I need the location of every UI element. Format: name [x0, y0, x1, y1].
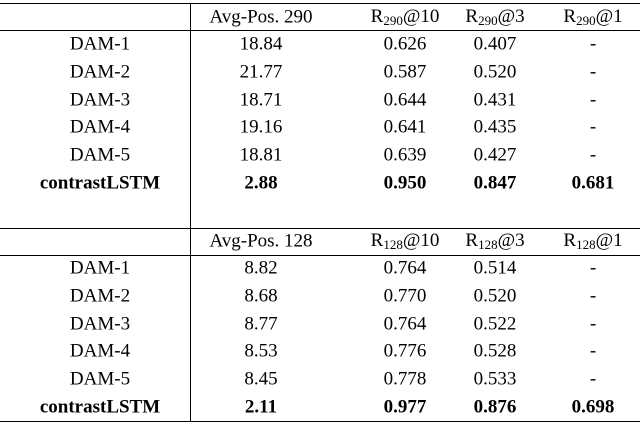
header-suffix: @1 — [595, 230, 623, 251]
table-cell: 0.427 — [473, 144, 517, 166]
header-sub: 128 — [576, 237, 596, 252]
header-suffix: @3 — [497, 6, 525, 27]
table-cell: 0.626 — [383, 33, 427, 55]
header-cell: Avg-Pos. 128 — [209, 230, 313, 252]
header-sub: 128 — [478, 237, 498, 252]
header-cell: R290@10 — [371, 7, 440, 27]
table-cell: 0.431 — [473, 89, 517, 111]
table-cell: 0.533 — [473, 368, 517, 390]
table-cell: 19.16 — [239, 116, 283, 138]
header-base: R — [465, 6, 479, 27]
table-cell: 0.520 — [473, 285, 517, 307]
table-cell: - — [589, 285, 597, 307]
table-cell: - — [589, 144, 597, 166]
table-cell: 0.528 — [473, 340, 517, 362]
header-cell: R290@3 — [465, 7, 524, 27]
header-base: R — [465, 230, 479, 251]
table-cell: 18.71 — [239, 89, 283, 111]
header-suffix: @10 — [402, 6, 440, 27]
table-cell: - — [589, 89, 597, 111]
row-label: contrastLSTM — [39, 396, 161, 418]
row-label: DAM-4 — [69, 340, 131, 362]
table-cell: 0.641 — [383, 116, 427, 138]
table-cell: 0.644 — [383, 89, 427, 111]
table-cell: - — [589, 257, 597, 279]
table-cell: 0.520 — [473, 61, 517, 83]
table-cell: 0.847 — [473, 172, 517, 194]
table-cell: - — [589, 368, 597, 390]
table-cell: 8.77 — [244, 313, 278, 335]
rule — [0, 228, 640, 229]
header-sub: 290 — [576, 13, 596, 28]
column-rule — [190, 3, 191, 421]
row-label: DAM-4 — [69, 116, 131, 138]
table-cell: - — [589, 33, 597, 55]
table-cell: 2.11 — [244, 396, 278, 418]
header-sub: 290 — [478, 13, 498, 28]
table-cell: 0.514 — [473, 257, 517, 279]
table-cell: 0.778 — [383, 368, 427, 390]
table-cell: 0.698 — [571, 396, 615, 418]
table-cell: 0.770 — [383, 285, 427, 307]
header-cell: R290@1 — [563, 7, 622, 27]
row-label: DAM-2 — [69, 61, 131, 83]
table-cell: 0.977 — [383, 396, 427, 418]
table-cell: - — [589, 61, 597, 83]
table-cell: 0.587 — [383, 61, 427, 83]
header-base: R — [370, 230, 384, 251]
row-label: DAM-5 — [69, 368, 131, 390]
header-cell: R128@3 — [465, 231, 524, 251]
table-cell: 18.81 — [239, 144, 283, 166]
header-cell: R128@10 — [371, 231, 440, 251]
table-cell: 8.68 — [244, 285, 278, 307]
header-suffix: @1 — [595, 6, 623, 27]
table-cell: 8.45 — [244, 368, 278, 390]
table-cell: 21.77 — [239, 61, 283, 83]
table-cell: - — [589, 313, 597, 335]
row-label: DAM-1 — [69, 33, 131, 55]
header-cell: Avg-Pos. 290 — [209, 6, 313, 28]
row-label: DAM-5 — [69, 144, 131, 166]
table-cell: 0.876 — [473, 396, 517, 418]
table-cell: - — [589, 116, 597, 138]
header-base: R — [370, 6, 384, 27]
table-cell: 0.764 — [383, 257, 427, 279]
table-cell: 8.82 — [244, 257, 278, 279]
header-sub: 128 — [383, 237, 403, 252]
row-label: DAM-3 — [69, 313, 131, 335]
table-cell: 18.84 — [239, 33, 283, 55]
table-cell: 0.681 — [571, 172, 615, 194]
rule — [0, 255, 640, 256]
row-label: contrastLSTM — [39, 172, 161, 194]
rule — [0, 421, 640, 422]
table-cell: 0.522 — [473, 313, 517, 335]
row-label: DAM-2 — [69, 285, 131, 307]
table-cell: 0.639 — [383, 144, 427, 166]
header-sub: 290 — [383, 13, 403, 28]
header-suffix: @3 — [497, 230, 525, 251]
table-cell: 0.407 — [473, 33, 517, 55]
table-cell: 8.53 — [244, 340, 278, 362]
table-cell: 0.764 — [383, 313, 427, 335]
table-cell: 0.950 — [383, 172, 427, 194]
table-cell: 0.435 — [473, 116, 517, 138]
header-cell: R128@1 — [563, 231, 622, 251]
header-suffix: @10 — [402, 230, 440, 251]
header-base: R — [563, 6, 577, 27]
rule — [0, 3, 640, 4]
table-cell: - — [589, 340, 597, 362]
row-label: DAM-3 — [69, 89, 131, 111]
rule — [0, 30, 640, 31]
row-label: DAM-1 — [69, 257, 131, 279]
table-cell: 2.88 — [244, 172, 278, 194]
table-cell: 0.776 — [383, 340, 427, 362]
header-base: R — [563, 230, 577, 251]
